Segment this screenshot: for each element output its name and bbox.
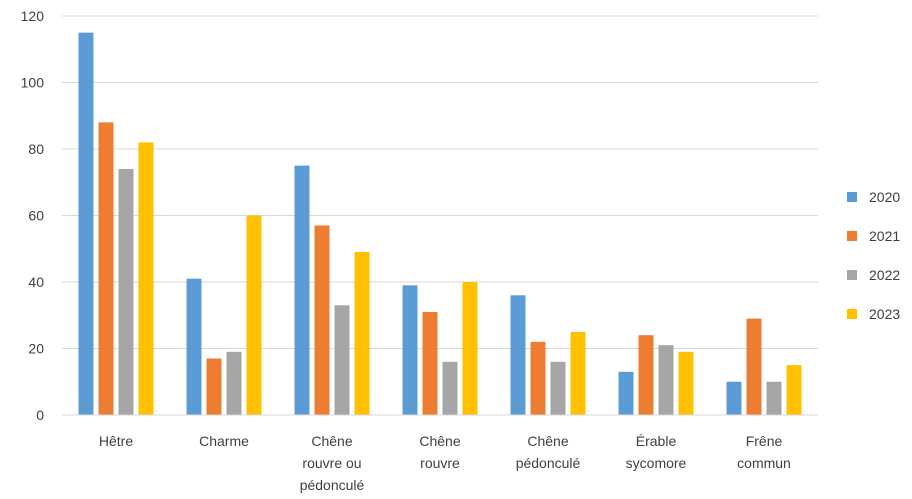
x-category-label: Érable sycomore — [626, 433, 687, 471]
bar — [746, 318, 762, 415]
legend-swatch — [847, 309, 857, 319]
x-category-label: Hêtre — [99, 433, 133, 449]
legend-item: 2023 — [847, 306, 900, 322]
bar — [678, 351, 694, 415]
series-2022 — [118, 168, 782, 415]
y-tick-label: 80 — [28, 141, 44, 157]
bar — [550, 361, 566, 415]
legend-swatch — [847, 270, 857, 280]
bar — [206, 358, 222, 415]
bar — [422, 311, 438, 415]
legend-item: 2022 — [847, 267, 900, 283]
legend-item: 2021 — [847, 228, 900, 244]
bar — [462, 282, 478, 415]
y-tick-label: 40 — [28, 274, 44, 290]
x-axis-category-labels: Hêtre Charme Chêne rouvre ou pédonculé Chêne r… — [99, 433, 791, 493]
bar — [530, 341, 546, 415]
bars — [78, 32, 802, 416]
series-2020 — [78, 32, 742, 415]
legend-item: 2020 — [847, 189, 900, 205]
bar — [294, 165, 310, 415]
bar — [118, 168, 134, 415]
legend-label: 2020 — [869, 189, 900, 205]
bar — [570, 331, 586, 415]
gridlines — [62, 15, 818, 349]
bar — [442, 361, 458, 415]
bar — [314, 225, 330, 415]
bar — [510, 295, 526, 415]
legend-swatch — [847, 231, 857, 241]
bar — [186, 278, 202, 415]
bar — [98, 122, 114, 416]
bar — [766, 381, 782, 415]
bar — [78, 32, 94, 415]
bar — [726, 381, 742, 415]
x-category-label: Chêne rouvre — [419, 433, 460, 471]
series-2021 — [98, 122, 762, 416]
bar — [786, 365, 802, 415]
y-tick-label: 120 — [21, 8, 45, 24]
series-2023 — [138, 142, 802, 415]
bar — [138, 142, 154, 415]
bar — [226, 351, 242, 415]
legend-label: 2023 — [869, 306, 900, 322]
legend-swatch — [847, 192, 857, 202]
y-axis-tick-labels: 0 20 40 60 80 100 120 — [21, 8, 45, 423]
bar — [334, 305, 350, 415]
legend-label: 2022 — [869, 267, 900, 283]
bar — [618, 371, 634, 415]
bar — [402, 285, 418, 415]
y-tick-label: 60 — [28, 208, 44, 224]
x-category-label: Chêne rouvre ou pédonculé — [300, 433, 365, 493]
bar — [638, 335, 654, 415]
x-category-label: Charme — [199, 433, 249, 449]
x-category-label: Frêne commun — [737, 433, 791, 471]
bar — [354, 252, 370, 415]
legend: 2020 2021 2022 2023 — [847, 189, 900, 322]
y-tick-label: 100 — [21, 75, 45, 91]
y-tick-label: 20 — [28, 341, 44, 357]
bar — [246, 215, 262, 415]
x-category-label: Chêne pédonculé — [516, 433, 581, 471]
y-tick-label: 0 — [36, 407, 44, 423]
bar — [658, 345, 674, 415]
legend-label: 2021 — [869, 228, 900, 244]
